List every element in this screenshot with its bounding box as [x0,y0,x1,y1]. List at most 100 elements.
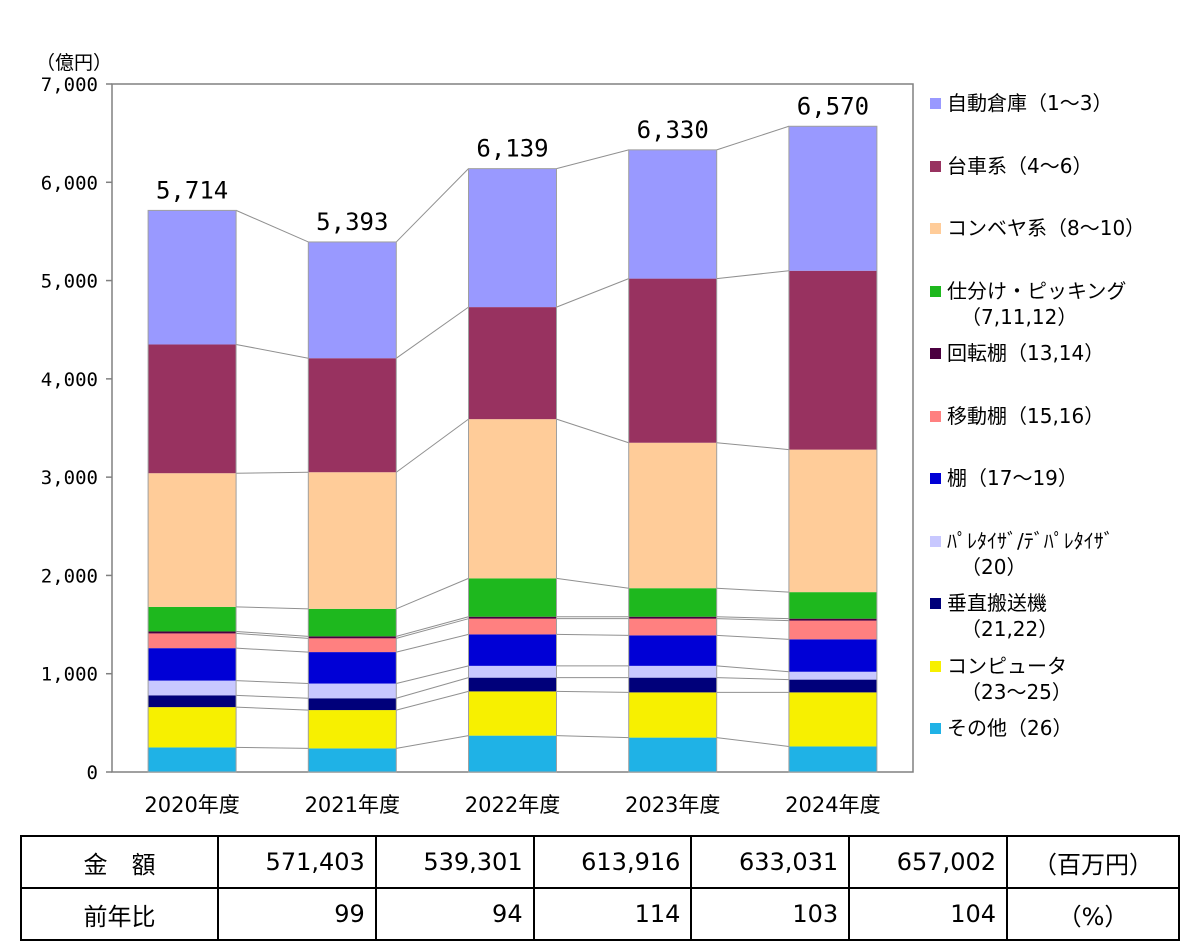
y-axis-unit-label: （億円） [36,52,113,74]
yoy-2024: 104 [848,887,1008,941]
bar-segment [468,691,557,736]
bar-segment [628,616,717,619]
amount-2020: 571,403 [217,835,377,889]
legend-swatch [930,348,941,359]
bar-segment [788,692,877,747]
y-tick-label: 4,000 [41,369,98,391]
series-connector-line [236,647,309,653]
legend-label: 回転棚（13,14） [947,340,1104,366]
table-row-yoy: 前年比 99 94 114 103 104 （%） [20,887,1180,941]
legend-item: 台車系（4～6） [930,153,1092,179]
series-connector-line [236,680,309,685]
y-tick-label: 0 [87,762,98,784]
legend-swatch [930,535,941,547]
bar-outline [788,125,878,773]
bar-segment [628,677,717,693]
bar-segment [148,210,237,345]
legend-label-line1: 移動棚（15,16） [947,403,1105,428]
series-connector-line [396,690,469,711]
legend-item: 棚（17～19） [930,465,1078,491]
bar-segment [788,620,877,640]
x-tick-label: 2024年度 [785,793,880,817]
bar-segment [148,707,237,748]
bar-segment [628,665,717,678]
bar-segment [788,126,877,271]
legend-item: コンピュータ （23～25） [930,653,1072,705]
bar-segment [788,449,877,593]
legend-label-line1: 棚（17～19） [947,466,1078,490]
legend-item: 自動倉庫（1～3） [930,90,1112,116]
bar-segment [468,168,557,308]
bar-segment [628,442,717,589]
series-connector-line [396,665,469,685]
series-connector-line [396,616,469,637]
series-connector-line [716,618,789,622]
series-connector-line [236,471,309,474]
bar-segment [468,618,557,635]
series-connector-line [556,418,629,444]
bar-segment [308,710,397,749]
bar-outline [307,241,397,773]
bar-segment [788,592,877,619]
yoy-unit: （%） [1006,887,1180,941]
series-connector-line [236,630,309,637]
yoy-2022: 114 [532,887,693,941]
legend-label: その他（26） [947,715,1072,741]
series-connector-line [235,209,309,243]
series-connector-line [716,125,790,151]
series-connector-line [396,577,469,610]
bar-segment [308,241,397,359]
bar-segment [468,616,557,619]
bar-segment [308,472,397,609]
bar-segment [788,746,877,772]
bar-segment [148,631,237,634]
legend-label-line1: 垂直搬送機 [947,591,1047,615]
legend-swatch [930,598,941,609]
series-connector-line [236,343,309,359]
bar-segment [788,618,877,621]
y-tick-label: 5,000 [41,271,98,293]
bar-segment [308,358,397,473]
amount-2024: 657,002 [848,835,1008,889]
bar-segment [468,634,557,666]
series-connector-line [716,442,789,451]
series-connector-line [716,737,789,747]
series-connector-line [236,632,309,639]
bar-segment [628,635,717,666]
legend-swatch [930,723,941,734]
legend-label-line2: （23～25） [961,679,1072,704]
legend-item: 垂直搬送機 （21,22） [930,590,1058,642]
series-connector-line [716,665,789,673]
series-connector-line [236,606,309,610]
legend-label: 自動倉庫（1～3） [947,90,1112,116]
series-connector-line [396,633,469,653]
legend-label-line1: その他（26） [947,716,1073,740]
series-connector-line [556,633,629,636]
legend-item: 回転棚（13,14） [930,340,1104,366]
total-data-label: 6,330 [637,116,709,144]
yoy-2021: 94 [374,887,535,941]
legend-swatch [930,98,941,109]
legend-label: 移動棚（15,16） [947,403,1104,429]
chart-canvas: 0 1,000 2,000 3,000 4,000 5,000 6,000 7,000 5,71… [41,74,914,817]
legend-item: コンベヤ系（8～10） [930,215,1145,241]
bar-segment [308,748,397,772]
bar-segment [148,680,237,696]
series-connector-line [236,706,309,711]
row-label-amount: 金 額 [20,835,219,889]
bar-segment [788,639,877,672]
legend-label: コンピュータ （23～25） [947,653,1072,705]
bar-outline [628,149,718,773]
legend-label-line2: （21,22） [961,617,1059,641]
legend-label-line1: 自動倉庫（1～3） [947,91,1113,115]
bar-segment [788,270,877,450]
bar-segment [308,698,397,711]
legend-swatch [930,473,941,484]
series-connector-line [396,735,469,749]
yoy-2023: 103 [690,887,851,941]
series-connector-line [396,306,469,359]
bar-segment [308,608,397,637]
x-tick-label: 2021年度 [305,793,400,817]
legend-label-line2: （7,11,12） [961,304,1078,329]
y-tick-label: 1,000 [41,664,98,686]
